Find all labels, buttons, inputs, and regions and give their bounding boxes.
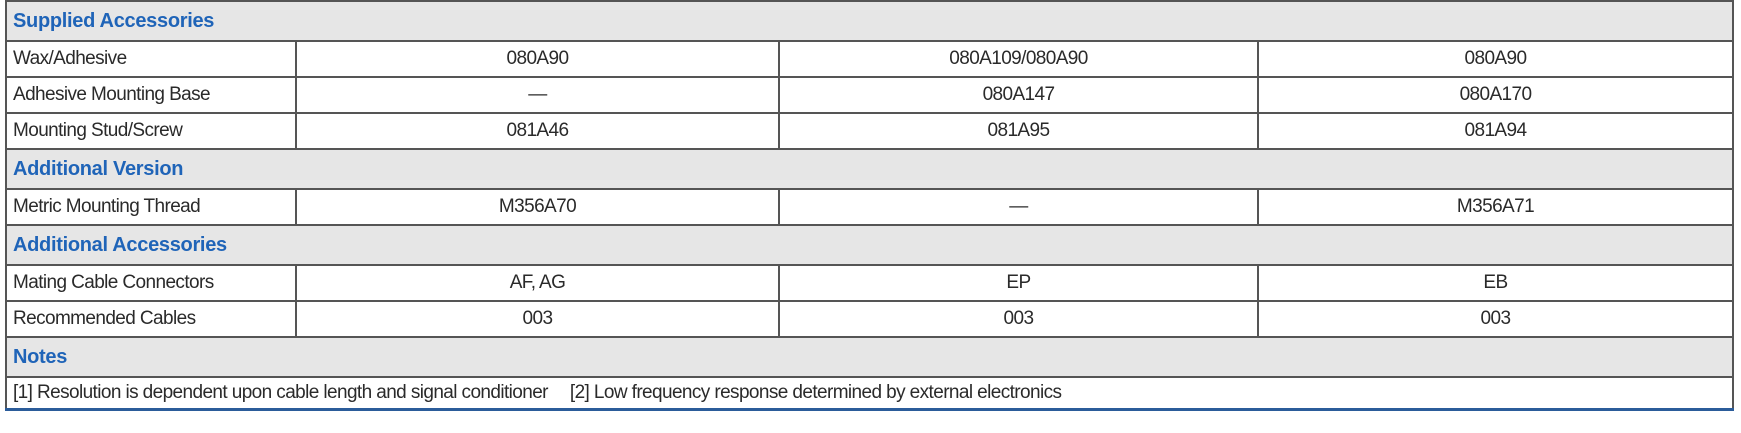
row-label: Recommended Cables [5,300,297,338]
cell: 080A90 [1257,40,1734,78]
note-2: [2] Low frequency response determined by… [569,382,1062,403]
row-label: Mating Cable Connectors [5,264,297,302]
cell: M356A71 [1257,188,1734,226]
cell: 003 [778,300,1259,338]
table-row: Mounting Stud/Screw 081A46 081A95 081A94 [5,112,1734,150]
cell: — [295,76,780,114]
notes-row: [1] Resolution is dependent upon cable l… [5,376,1734,411]
section-title: Additional Version [5,148,1734,190]
section-title: Notes [5,336,1734,378]
table-row: Wax/Adhesive 080A90 080A109/080A90 080A90 [5,40,1734,78]
cell: EP [778,264,1259,302]
note-1: [1] Resolution is dependent upon cable l… [13,382,549,403]
cell: 080A109/080A90 [778,40,1259,78]
cell: EB [1257,264,1734,302]
row-label: Metric Mounting Thread [5,188,297,226]
section-title: Supplied Accessories [5,0,1734,42]
notes-cell: [1] Resolution is dependent upon cable l… [5,376,1734,411]
cell: 080A147 [778,76,1259,114]
accessories-table: Supplied Accessories Wax/Adhesive 080A90 0… [5,0,1734,411]
row-label: Mounting Stud/Screw [5,112,297,150]
cell: AF, AG [295,264,780,302]
section-header-supplied: Supplied Accessories [5,0,1734,42]
section-header-additional: Additional Accessories [5,224,1734,266]
section-title: Additional Accessories [5,224,1734,266]
cell: 003 [295,300,780,338]
table-row: Recommended Cables 003 003 003 [5,300,1734,338]
cell: 080A170 [1257,76,1734,114]
cell: 081A95 [778,112,1259,150]
row-label: Adhesive Mounting Base [5,76,297,114]
table-row: Metric Mounting Thread M356A70— M356A71 [5,188,1734,226]
section-header-notes: Notes [5,336,1734,378]
table-row: Mating Cable Connectors AF, AG EP EB [5,264,1734,302]
cell: 080A90 [295,40,780,78]
cell: 003 [1257,300,1734,338]
cell: — [778,188,1259,226]
section-header-version: Additional Version [5,148,1734,190]
row-label: Wax/Adhesive [5,40,297,78]
cell: 081A94 [1257,112,1734,150]
cell: 081A46 [295,112,780,150]
table-row: Adhesive Mounting Base —080A147 080A170 [5,76,1734,114]
cell: M356A70 [295,188,780,226]
